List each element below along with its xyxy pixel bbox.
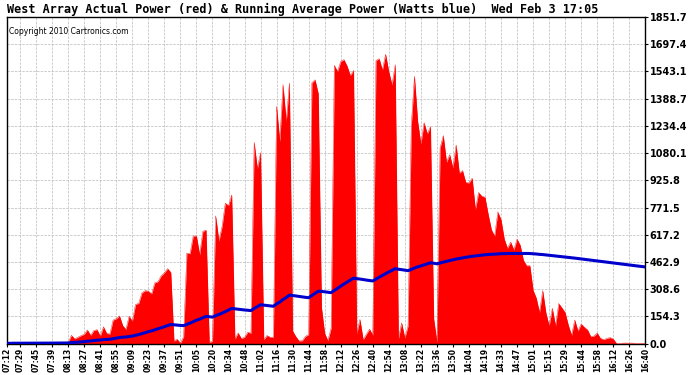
Text: West Array Actual Power (red) & Running Average Power (Watts blue)  Wed Feb 3 17: West Array Actual Power (red) & Running … — [8, 3, 599, 16]
Text: Copyright 2010 Cartronics.com: Copyright 2010 Cartronics.com — [8, 27, 128, 36]
